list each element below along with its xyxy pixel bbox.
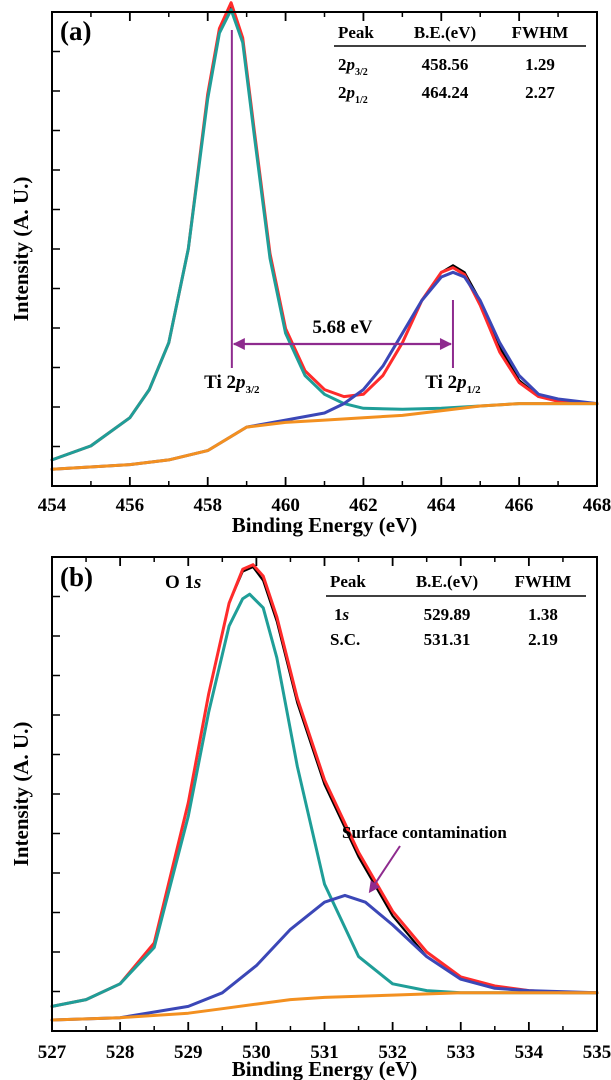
series-line-4	[50, 402, 599, 471]
table-header: FWHM	[515, 572, 572, 591]
table-fwhm-value: 2.27	[525, 83, 555, 102]
peak1-label: Ti 2p3/2	[204, 372, 260, 396]
series-line-3	[50, 893, 599, 1022]
series-line-3	[50, 270, 599, 471]
x-tick-label: 535	[583, 1042, 611, 1063]
table-be-value: 529.89	[424, 605, 471, 624]
plot-frame	[51, 556, 598, 1032]
series-line-2	[50, 592, 599, 1008]
peak2-label: Ti 2p1/2	[425, 372, 481, 396]
table-be-value: 464.24	[422, 83, 469, 102]
x-tick-label: 528	[106, 1042, 135, 1063]
x-tick-label: 456	[116, 495, 145, 516]
plot-frame	[51, 11, 598, 487]
y-axis-label: Intensity (A. U.)	[9, 177, 33, 322]
x-tick-label: 462	[349, 495, 378, 516]
x-tick-label: 466	[505, 495, 534, 516]
separation-arrowhead-left	[232, 338, 245, 350]
table-header: Peak	[338, 23, 374, 42]
table-be-value: 458.56	[422, 55, 469, 74]
x-tick-label: 534	[515, 1042, 544, 1063]
x-tick-label: 458	[193, 495, 222, 516]
series-line-1	[50, 563, 599, 1008]
surface-arrowhead	[368, 880, 380, 894]
table-header: Peak	[330, 572, 366, 591]
table-header: B.E.(eV)	[414, 23, 476, 42]
panel-title: O 1s	[165, 572, 201, 593]
x-tick-label: 468	[583, 495, 611, 516]
table-header: B.E.(eV)	[416, 572, 478, 591]
panel-label: (a)	[60, 16, 91, 46]
table-peak-name: 2p1/2	[338, 83, 368, 106]
table-be-value: 531.31	[424, 630, 471, 649]
surface-arrow	[371, 845, 401, 888]
x-axis-label: Binding Energy (eV)	[232, 513, 418, 537]
series-line-1	[50, 1, 599, 462]
table-fwhm-value: 2.19	[528, 630, 558, 649]
surface-contamination-label: Surface contamination	[342, 823, 507, 842]
panel-label: (b)	[60, 562, 93, 592]
table-peak-name: 1s	[334, 605, 350, 624]
table-fwhm-value: 1.38	[528, 605, 558, 624]
panel-a: 454 456 458 460 462 464 466 468 Binding Energy (…	[9, 1, 611, 537]
x-tick-label: 532	[378, 1042, 407, 1063]
series-line-2	[50, 8, 599, 462]
series-line-0	[50, 565, 599, 1008]
data-table: Peak B.E.(eV) FWHM 2p3/2 458.56 1.29 2p1/2 464.…	[334, 23, 586, 106]
separation-arrowhead-right	[439, 338, 452, 350]
table-peak-name: S.C.	[330, 630, 360, 649]
x-tick-label: 531	[310, 1042, 339, 1063]
x-tick-label: 527	[38, 1042, 67, 1063]
x-axis-label: Binding Energy (eV)	[232, 1057, 418, 1080]
table-header: FWHM	[512, 23, 569, 42]
x-tick-label: 529	[174, 1042, 203, 1063]
series-line-4	[50, 991, 599, 1022]
table-fwhm-value: 1.29	[525, 55, 555, 74]
panel-b: 527 528 529 530 531 532 533 534 535 Binding Energ…	[9, 556, 611, 1080]
separation-label: 5.68 eV	[312, 317, 372, 338]
table-peak-name: 2p3/2	[338, 55, 368, 78]
x-tick-label: 460	[271, 495, 300, 516]
x-tick-label: 530	[242, 1042, 271, 1063]
y-axis-label: Intensity (A. U.)	[9, 722, 33, 867]
series-line-0	[50, 3, 599, 461]
data-table: Peak B.E.(eV) FWHM 1s 529.89 1.38 S.C. 531.31 2.…	[326, 572, 586, 649]
x-tick-label: 533	[447, 1042, 476, 1063]
x-tick-label: 454	[38, 495, 67, 516]
x-tick-label: 464	[427, 495, 456, 516]
